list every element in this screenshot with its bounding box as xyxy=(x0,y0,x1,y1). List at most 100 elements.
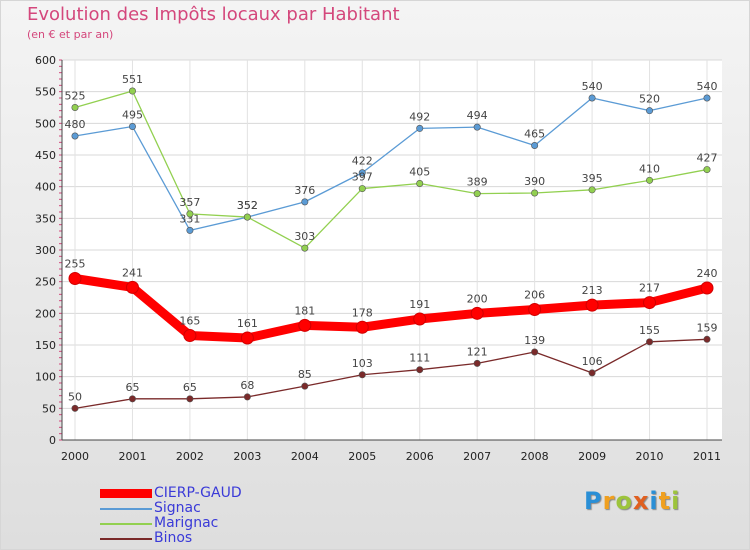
data-point xyxy=(68,272,82,285)
data-label: 85 xyxy=(298,368,312,381)
data-label: 139 xyxy=(524,334,545,347)
data-label: 352 xyxy=(237,199,258,212)
data-label: 65 xyxy=(183,381,197,394)
data-point xyxy=(186,226,194,234)
data-point xyxy=(128,395,136,403)
y-tick-label: 50 xyxy=(42,402,56,415)
data-label: 352 xyxy=(237,199,258,212)
data-label: 357 xyxy=(179,196,200,209)
data-point xyxy=(358,169,366,177)
data-point xyxy=(71,104,79,112)
data-point xyxy=(416,124,424,132)
data-point xyxy=(186,395,194,403)
data-label: 303 xyxy=(294,230,315,243)
data-point xyxy=(243,213,251,221)
legend-label: Signac xyxy=(154,500,201,516)
data-point xyxy=(183,329,197,342)
y-tick-label: 250 xyxy=(35,276,56,289)
data-point xyxy=(646,176,654,184)
x-tick-label: 2002 xyxy=(176,450,204,463)
data-point xyxy=(528,303,542,317)
data-point xyxy=(700,281,714,295)
y-tick-label: 0 xyxy=(49,434,56,447)
data-label: 181 xyxy=(294,304,315,317)
logo-letter: x xyxy=(632,487,650,515)
data-label: 217 xyxy=(639,282,660,295)
data-point xyxy=(358,185,366,193)
data-point xyxy=(355,320,369,334)
data-point xyxy=(588,94,596,102)
data-point xyxy=(531,348,539,356)
x-tick-label: 2004 xyxy=(291,450,319,463)
data-point xyxy=(243,393,251,401)
data-label: 191 xyxy=(409,298,430,311)
data-point xyxy=(186,210,194,218)
data-label: 540 xyxy=(697,80,718,93)
data-label: 395 xyxy=(582,172,603,185)
data-point xyxy=(473,190,481,198)
y-tick-label: 550 xyxy=(35,86,56,99)
legend-label: Binos xyxy=(154,530,193,546)
x-tick-label: 2006 xyxy=(406,450,434,463)
y-tick-label: 150 xyxy=(35,339,56,352)
data-point xyxy=(643,296,657,310)
data-point xyxy=(470,306,484,320)
data-point xyxy=(703,166,711,174)
data-label: 405 xyxy=(409,166,430,179)
x-tick-label: 2007 xyxy=(463,450,491,463)
x-tick-label: 2005 xyxy=(348,450,376,463)
series-line-marignac xyxy=(74,90,708,249)
data-label: 121 xyxy=(467,345,488,358)
data-label: 397 xyxy=(352,171,373,184)
x-tick-label: 2010 xyxy=(636,450,664,463)
data-label: 520 xyxy=(639,93,660,106)
data-label: 50 xyxy=(68,390,82,403)
data-label: 200 xyxy=(467,292,488,305)
data-point xyxy=(588,369,596,377)
data-point xyxy=(703,335,711,343)
y-tick-label: 350 xyxy=(35,212,56,225)
x-tick-label: 2009 xyxy=(578,450,606,463)
data-point xyxy=(358,371,366,379)
data-label: 213 xyxy=(582,284,603,297)
data-point xyxy=(588,186,596,194)
x-tick-label: 2011 xyxy=(693,450,721,463)
data-label: 492 xyxy=(409,110,430,123)
data-label: 165 xyxy=(179,315,200,328)
data-label: 495 xyxy=(122,109,143,122)
y-tick-label: 450 xyxy=(35,149,56,162)
data-label: 331 xyxy=(179,212,200,225)
data-label: 161 xyxy=(237,317,258,330)
data-point xyxy=(531,189,539,197)
data-label: 427 xyxy=(697,152,718,165)
data-point xyxy=(531,142,539,150)
y-tick-label: 400 xyxy=(35,181,56,194)
series-line-signac xyxy=(74,97,708,232)
proxiti-logo: Proxiti xyxy=(584,487,680,515)
legend-swatch xyxy=(100,523,152,525)
data-label: 155 xyxy=(639,324,660,337)
logo-letter: i xyxy=(671,487,681,515)
data-point xyxy=(646,107,654,115)
data-label: 376 xyxy=(294,184,315,197)
data-point xyxy=(125,280,139,294)
x-tick-label: 2000 xyxy=(61,450,89,463)
x-tick-label: 2001 xyxy=(118,450,146,463)
data-label: 465 xyxy=(524,128,545,141)
logo-letter: t xyxy=(658,487,672,515)
logo-letter: i xyxy=(649,487,659,515)
x-tick-label: 2008 xyxy=(521,450,549,463)
data-label: 178 xyxy=(352,306,373,319)
legend-swatch xyxy=(100,489,152,498)
data-label: 255 xyxy=(65,258,86,271)
logo-letter: P xyxy=(584,487,603,515)
data-label: 240 xyxy=(697,267,718,280)
x-tick-label: 2003 xyxy=(233,450,261,463)
data-label: 65 xyxy=(125,381,139,394)
data-label: 103 xyxy=(352,357,373,370)
legend-label: Marignac xyxy=(154,515,219,531)
data-point xyxy=(703,94,711,102)
data-point xyxy=(416,180,424,188)
data-label: 410 xyxy=(639,162,660,175)
